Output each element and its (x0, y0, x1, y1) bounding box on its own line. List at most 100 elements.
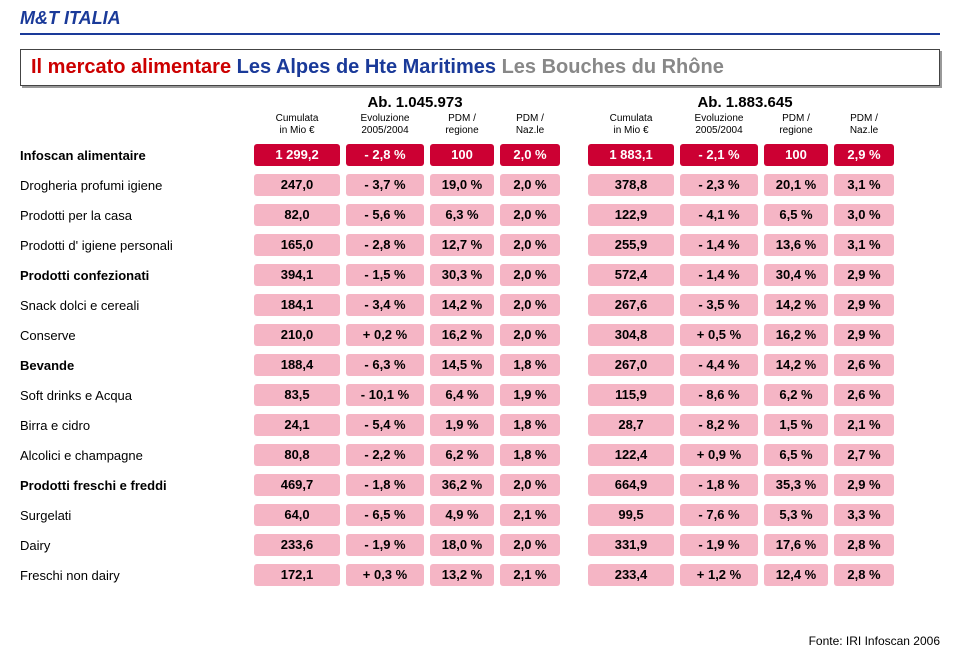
value-group: 664,9- 1,8 %35,3 %2,9 % (584, 474, 918, 496)
value-group: 184,1- 3,4 %14,2 %2,0 % (250, 294, 584, 316)
value-cell: 1,8 % (500, 444, 560, 466)
table-row: Soft drinks e Acqua83,5- 10,1 %6,4 %1,9 … (20, 380, 940, 410)
table-row: Dairy233,6- 1,9 %18,0 %2,0 %331,9- 1,9 %… (20, 530, 940, 560)
value-cell: 14,2 % (764, 354, 828, 376)
header-group-left: Cumulatain Mio €Evoluzione2005/2004PDM /… (250, 113, 584, 136)
title-part3: Les Bouches du Rhône (502, 56, 724, 78)
value-cell: 18,0 % (430, 534, 494, 556)
value-cell: 2,9 % (834, 144, 894, 166)
value-cell: 30,4 % (764, 264, 828, 286)
row-label: Dairy (20, 538, 250, 553)
column-header: PDM /Naz.le (500, 113, 560, 136)
value-cell: 184,1 (254, 294, 340, 316)
table-row: Surgelati64,0- 6,5 %4,9 %2,1 %99,5- 7,6 … (20, 500, 940, 530)
value-cell: 2,7 % (834, 444, 894, 466)
value-cell: 30,3 % (430, 264, 494, 286)
row-label: Prodotti per la casa (20, 208, 250, 223)
value-cell: 1 883,1 (588, 144, 674, 166)
value-cell: - 1,8 % (346, 474, 424, 496)
value-cell: 2,6 % (834, 384, 894, 406)
value-cell: 2,9 % (834, 264, 894, 286)
value-cell: 2,9 % (834, 474, 894, 496)
value-group: 233,6- 1,9 %18,0 %2,0 % (250, 534, 584, 556)
value-cell: 115,9 (588, 384, 674, 406)
value-cell: + 0,2 % (346, 324, 424, 346)
value-cell: 1,8 % (500, 414, 560, 436)
value-group: 267,6- 3,5 %14,2 %2,9 % (584, 294, 918, 316)
value-cell: 2,0 % (500, 174, 560, 196)
value-cell: 28,7 (588, 414, 674, 436)
value-cell: 2,8 % (834, 534, 894, 556)
value-group: 64,0- 6,5 %4,9 %2,1 % (250, 504, 584, 526)
value-group: 255,9- 1,4 %13,6 %3,1 % (584, 234, 918, 256)
value-cell: 165,0 (254, 234, 340, 256)
value-cell: 6,5 % (764, 204, 828, 226)
value-cell: 100 (430, 144, 494, 166)
value-group: 572,4- 1,4 %30,4 %2,9 % (584, 264, 918, 286)
column-header: Evoluzione2005/2004 (346, 113, 424, 136)
header-group-right: Cumulatain Mio €Evoluzione2005/2004PDM /… (584, 113, 918, 136)
footer-source: Fonte: IRI Infoscan 2006 (809, 634, 940, 648)
value-cell: 3,1 % (834, 234, 894, 256)
value-group: 247,0 - 3,7 % 19,0 % 2,0 % (250, 174, 584, 196)
value-cell: 469,7 (254, 474, 340, 496)
value-cell: - 3,7 % (346, 174, 424, 196)
row-label: Soft drinks e Acqua (20, 388, 250, 403)
value-cell: - 2,3 % (680, 174, 758, 196)
value-cell: - 2,8 % (346, 234, 424, 256)
value-cell: 3,3 % (834, 504, 894, 526)
title-part2: Les Alpes de Hte Maritimes (237, 56, 496, 78)
value-cell: 4,9 % (430, 504, 494, 526)
value-group: 115,9- 8,6 %6,2 %2,6 % (584, 384, 918, 406)
value-cell: 19,0 % (430, 174, 494, 196)
value-cell: 2,0 % (500, 324, 560, 346)
table-row: Conserve210,0+ 0,2 %16,2 %2,0 %304,8+ 0,… (20, 320, 940, 350)
value-cell: 2,0 % (500, 234, 560, 256)
value-cell: 255,9 (588, 234, 674, 256)
row-label: Freschi non dairy (20, 568, 250, 583)
data-rows: Infoscan alimentaire1 299,2- 2,8 %1002,0… (20, 140, 940, 590)
value-cell: - 4,1 % (680, 204, 758, 226)
value-cell: 1 299,2 (254, 144, 340, 166)
value-group: 99,5- 7,6 %5,3 %3,3 % (584, 504, 918, 526)
row-label: Prodotti d' igiene personali (20, 238, 250, 253)
value-cell: - 2,2 % (346, 444, 424, 466)
value-group: 24,1- 5,4 %1,9 %1,8 % (250, 414, 584, 436)
value-cell: 3,1 % (834, 174, 894, 196)
value-cell: - 3,5 % (680, 294, 758, 316)
value-cell: - 10,1 % (346, 384, 424, 406)
value-group: 188,4- 6,3 %14,5 %1,8 % (250, 354, 584, 376)
value-cell: + 0,3 % (346, 564, 424, 586)
table-row: Snack dolci e cereali184,1- 3,4 %14,2 %2… (20, 290, 940, 320)
value-cell: - 1,4 % (680, 264, 758, 286)
value-cell: - 1,9 % (680, 534, 758, 556)
row-label: Alcolici e champagne (20, 448, 250, 463)
value-cell: 2,0 % (500, 204, 560, 226)
value-cell: 24,1 (254, 414, 340, 436)
row-label: Prodotti freschi e freddi (20, 478, 250, 493)
value-cell: 2,0 % (500, 294, 560, 316)
value-cell: 6,4 % (430, 384, 494, 406)
value-cell: 20,1 % (764, 174, 828, 196)
table-row: Infoscan alimentaire1 299,2- 2,8 %1002,0… (20, 140, 940, 170)
value-cell: 1,8 % (500, 354, 560, 376)
value-cell: 3,0 % (834, 204, 894, 226)
value-group: 1 883,1- 2,1 %1002,9 % (584, 144, 918, 166)
row-label: Snack dolci e cereali (20, 298, 250, 313)
value-cell: 378,8 (588, 174, 674, 196)
value-cell: 5,3 % (764, 504, 828, 526)
value-cell: 1,9 % (500, 384, 560, 406)
value-cell: 13,6 % (764, 234, 828, 256)
value-cell: 2,0 % (500, 474, 560, 496)
value-cell: 2,1 % (500, 504, 560, 526)
value-cell: 247,0 (254, 174, 340, 196)
value-cell: 2,0 % (500, 534, 560, 556)
title-part1: Il mercato alimentare (31, 56, 231, 78)
value-group: 1 299,2- 2,8 %1002,0 % (250, 144, 584, 166)
value-group: 394,1- 1,5 %30,3 %2,0 % (250, 264, 584, 286)
value-cell: 304,8 (588, 324, 674, 346)
value-cell: 14,5 % (430, 354, 494, 376)
value-cell: - 8,6 % (680, 384, 758, 406)
row-label: Bevande (20, 358, 250, 373)
value-group: 469,7- 1,8 %36,2 %2,0 % (250, 474, 584, 496)
